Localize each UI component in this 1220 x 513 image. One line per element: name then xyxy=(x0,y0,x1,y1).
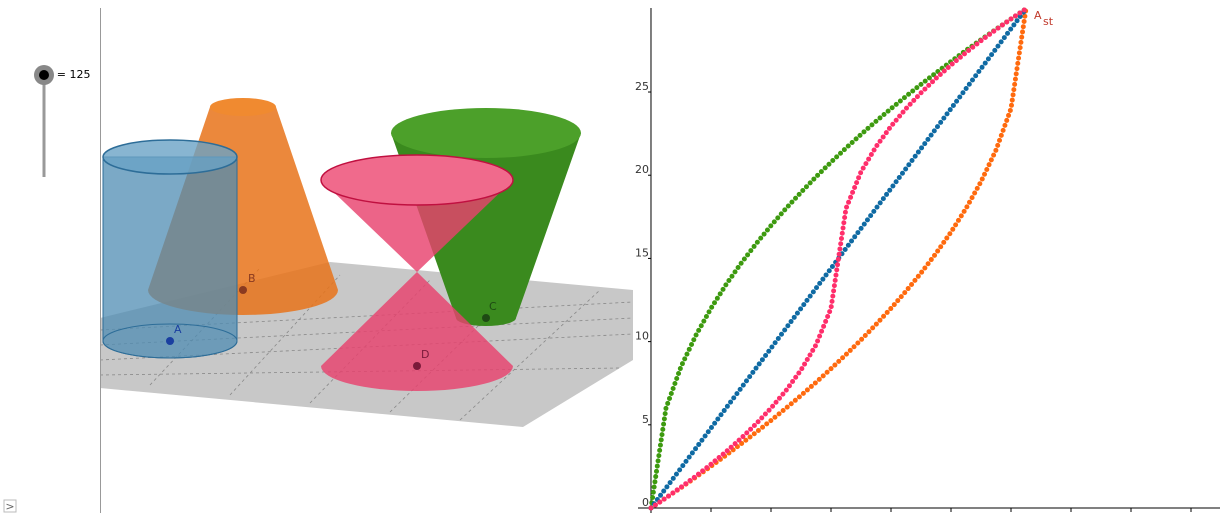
point-label: D xyxy=(421,348,429,361)
y-tick-label: 10 xyxy=(635,330,649,343)
cylinder-blue[interactable] xyxy=(103,140,237,358)
y-tick-label: 0 xyxy=(642,496,649,509)
y-tick-label: 20 xyxy=(635,163,649,176)
point-label-subscript: st xyxy=(1043,15,1054,28)
app: A B C D t = 125 > 0 5 10 15 20 25 Ast xyxy=(0,0,1220,513)
point[interactable] xyxy=(166,337,174,345)
point-label: A xyxy=(174,323,182,336)
slider-knob-center xyxy=(39,70,49,80)
y-tick-label: 5 xyxy=(642,413,649,426)
scene-3d[interactable]: A B C D xyxy=(100,98,633,427)
point[interactable] xyxy=(482,314,490,322)
point-label: B xyxy=(248,272,256,285)
point-label: A xyxy=(1034,9,1042,22)
slider-label: t = 125 xyxy=(49,68,91,81)
point-label: C xyxy=(489,300,497,313)
y-tick-label: 25 xyxy=(635,80,649,93)
y-tick-label: 15 xyxy=(635,246,649,259)
page: {"slider": {"label": "t = 125"}, "scene"… xyxy=(0,0,1220,513)
point[interactable] xyxy=(239,286,247,294)
toggle-icon: > xyxy=(5,500,14,513)
point[interactable] xyxy=(413,362,421,370)
